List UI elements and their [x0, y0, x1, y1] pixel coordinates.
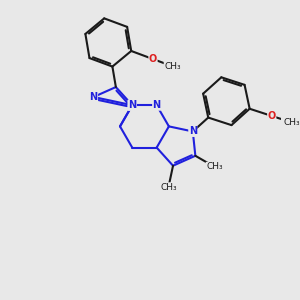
Text: N: N: [128, 100, 136, 110]
Text: O: O: [149, 54, 157, 64]
Text: CH₃: CH₃: [283, 118, 300, 127]
Text: O: O: [268, 111, 276, 121]
Text: CH₃: CH₃: [164, 62, 181, 71]
Text: CH₃: CH₃: [206, 162, 223, 171]
Text: CH₃: CH₃: [160, 183, 177, 192]
Text: N: N: [89, 92, 98, 102]
Text: N: N: [153, 100, 161, 110]
Text: N: N: [189, 127, 197, 136]
Text: N: N: [128, 100, 136, 110]
